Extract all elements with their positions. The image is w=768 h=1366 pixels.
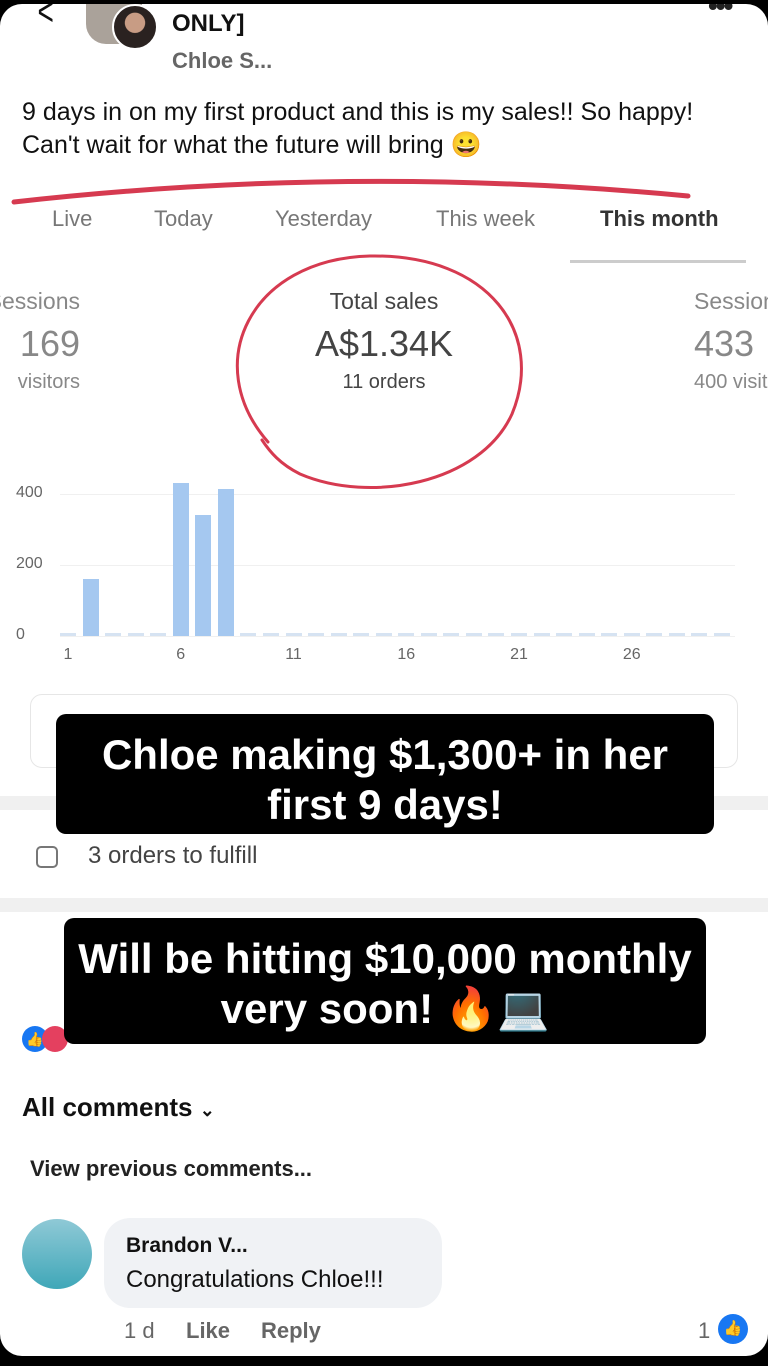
underline-annotation (11, 178, 691, 205)
x-tick-label: 6 (176, 646, 186, 663)
tab-today[interactable]: Today (154, 206, 213, 231)
chart-bar[interactable] (262, 633, 279, 636)
comment-time: 1 d (124, 1318, 155, 1343)
chart-bar[interactable] (195, 515, 212, 636)
comment-filter-dropdown[interactable]: All comments ⌄ (22, 1092, 215, 1123)
x-tick-label: 21 (510, 646, 528, 663)
stat-label: Sessions (0, 288, 80, 314)
circle-annotation (235, 254, 523, 489)
comment-like-button[interactable]: Like (186, 1318, 231, 1343)
stat-sub: visitors (17, 371, 80, 393)
chart-bar[interactable] (150, 633, 167, 636)
active-tab-indicator (570, 260, 746, 263)
comment-text: Congratulations Chloe!!! (126, 1266, 384, 1293)
post-text: 9 days in on my first product and this i… (22, 98, 694, 159)
stat-value: A$1.34K (314, 323, 454, 364)
group-name[interactable]: ONLY] (172, 10, 245, 37)
chart-bar[interactable] (330, 633, 347, 636)
x-tick-label: 26 (622, 646, 641, 663)
chart-bar[interactable] (60, 633, 76, 636)
stat-sub: 11 orders (342, 371, 426, 393)
chart-bar[interactable] (398, 633, 415, 636)
comment-like-count: 1 (698, 1318, 711, 1343)
chart-bar[interactable] (601, 633, 618, 636)
chart-bar[interactable] (308, 633, 325, 636)
gridline (60, 565, 735, 566)
chart-bar[interactable] (240, 633, 257, 636)
chart-bar[interactable] (443, 633, 460, 636)
chart-bar[interactable] (511, 633, 527, 636)
x-tick-label: 1 (63, 646, 73, 663)
stat-label: Sessions (694, 288, 768, 314)
red-annotations (11, 178, 691, 489)
chart-bar[interactable] (127, 633, 144, 636)
chart-bar[interactable] (556, 633, 573, 636)
chart-bar[interactable] (533, 633, 550, 636)
view-previous-comments-link[interactable]: View previous comments... (30, 1156, 313, 1181)
chart-bar[interactable] (713, 633, 730, 636)
back-icon[interactable]: < (37, 4, 54, 34)
chart-bar[interactable] (578, 633, 595, 636)
date-range-tabs: Live Today Yesterday This week This mont… (0, 200, 768, 264)
stat-total-sales[interactable]: Total sales A$1.34K 11 orders (264, 288, 504, 394)
chart-bar[interactable] (285, 633, 302, 636)
stat-sessions-right[interactable]: Sessions 433 400 visitors (694, 288, 768, 394)
chevron-down-icon: ⌄ (199, 1100, 215, 1120)
section-divider (0, 898, 768, 912)
stat-sub: 400 visitors (694, 371, 768, 393)
user-avatar[interactable] (112, 4, 158, 50)
chart-bar[interactable] (82, 579, 99, 636)
chart-bar[interactable] (668, 633, 685, 636)
tab-this-month[interactable]: This month (600, 206, 719, 231)
love-icon[interactable] (42, 1026, 68, 1052)
chart-bar[interactable] (172, 483, 189, 636)
comment-filter-label: All comments (22, 1092, 193, 1122)
tab-this-week[interactable]: This week (436, 206, 536, 231)
orders-to-fulfill-link[interactable]: 3 orders to fulfill (88, 842, 258, 869)
more-options-icon[interactable]: ••• (708, 4, 733, 21)
y-tick-label: 200 (16, 555, 43, 572)
commenter-name[interactable]: Brandon V... (126, 1234, 248, 1257)
tab-live[interactable]: Live (52, 206, 93, 231)
x-tick-label: 11 (285, 646, 302, 663)
caption-overlay-1: Chloe making $1,300+ in her first 9 days… (56, 714, 714, 834)
tab-yesterday[interactable]: Yesterday (275, 206, 373, 231)
chart-bar[interactable] (353, 633, 370, 636)
chart-bar[interactable] (217, 488, 234, 636)
chart-bar[interactable] (488, 633, 505, 636)
chart-bar[interactable] (105, 633, 122, 636)
comment-bubble (104, 1218, 442, 1308)
stat-sessions-left[interactable]: Sessions 169 visitors (0, 288, 80, 394)
x-tick-label: 16 (397, 646, 416, 663)
stat-value: 433 (694, 323, 755, 364)
like-icon: 👍 (718, 1314, 748, 1344)
caption-overlay-2: Will be hitting $10,000 monthly very soo… (64, 918, 706, 1044)
sales-chart: 0 200 400 1 6 11 16 21 26 (0, 4, 768, 684)
chart-bar[interactable] (375, 633, 392, 636)
stat-label: Total sales (329, 288, 439, 314)
stat-value: 169 (19, 323, 80, 364)
chart-bar[interactable] (646, 633, 663, 636)
y-tick-label: 400 (16, 484, 43, 501)
commenter-avatar[interactable] (22, 1219, 92, 1289)
y-tick-label: 0 (16, 626, 25, 643)
chart-bar[interactable] (623, 633, 640, 636)
chart-bar[interactable] (465, 633, 482, 636)
post-card: < ••• ONLY] Chloe S... 9 days in on my f… (0, 4, 768, 1356)
gridline (60, 636, 735, 637)
chart-bar[interactable] (420, 633, 437, 636)
inbox-icon (36, 846, 58, 868)
comment-reply-button[interactable]: Reply (261, 1318, 321, 1343)
author-name[interactable]: Chloe S... (172, 48, 273, 73)
gridline (60, 494, 735, 495)
chart-bar[interactable] (691, 633, 708, 636)
